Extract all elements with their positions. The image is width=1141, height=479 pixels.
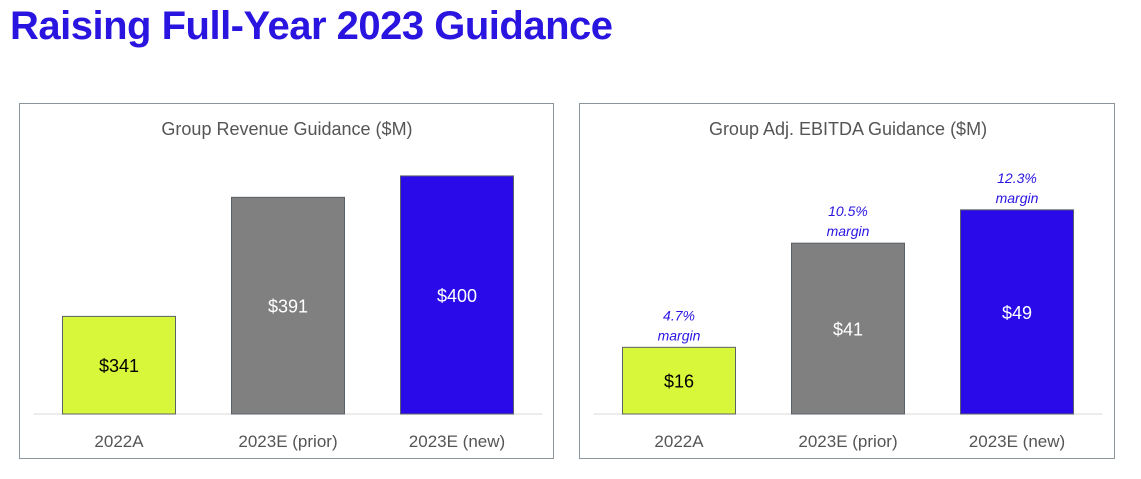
bar-1 bbox=[62, 315, 176, 415]
ebitda-chart-panel: Group Adj. EBITDA Guidance ($M) $16 2022A… bbox=[579, 103, 1115, 459]
category-label: 2022A bbox=[94, 432, 144, 451]
bar-1 bbox=[622, 346, 736, 415]
ebitda-chart: Group Adj. EBITDA Guidance ($M) $16 2022A… bbox=[594, 119, 1102, 451]
chart-title: Group Adj. EBITDA Guidance ($M) bbox=[709, 119, 987, 139]
margin-label-annotation: margin bbox=[996, 190, 1039, 206]
revenue-chart: Group Revenue Guidance ($M) $341 2022A $39… bbox=[34, 119, 542, 451]
category-label: 2023E (new) bbox=[409, 432, 505, 451]
category-label: 2023E (new) bbox=[969, 432, 1065, 451]
bar-2 bbox=[231, 196, 345, 415]
bar-3 bbox=[960, 209, 1074, 415]
bar-3 bbox=[400, 175, 514, 415]
bar-value-label: $49 bbox=[1002, 303, 1032, 323]
margin-label-annotation: margin bbox=[658, 327, 701, 343]
bar-value-label: $400 bbox=[437, 286, 477, 306]
margin-percent-annotation: 10.5% bbox=[828, 203, 868, 219]
category-label: 2022A bbox=[654, 432, 704, 451]
bar-value-label: $41 bbox=[833, 320, 863, 340]
bar-value-label: $391 bbox=[268, 297, 308, 317]
margin-label-annotation: margin bbox=[827, 223, 870, 239]
revenue-chart-panel: Group Revenue Guidance ($M) $341 2022A $39… bbox=[19, 103, 554, 459]
chart-title: Group Revenue Guidance ($M) bbox=[161, 119, 412, 139]
margin-percent-annotation: 12.3% bbox=[997, 170, 1037, 186]
category-label: 2023E (prior) bbox=[798, 432, 897, 451]
category-label: 2023E (prior) bbox=[238, 432, 337, 451]
bar-value-label: $16 bbox=[664, 372, 694, 392]
bar-value-label: $341 bbox=[99, 356, 139, 376]
page-title: Raising Full-Year 2023 Guidance bbox=[10, 4, 613, 48]
bar-2 bbox=[791, 242, 905, 415]
margin-percent-annotation: 4.7% bbox=[663, 307, 695, 323]
